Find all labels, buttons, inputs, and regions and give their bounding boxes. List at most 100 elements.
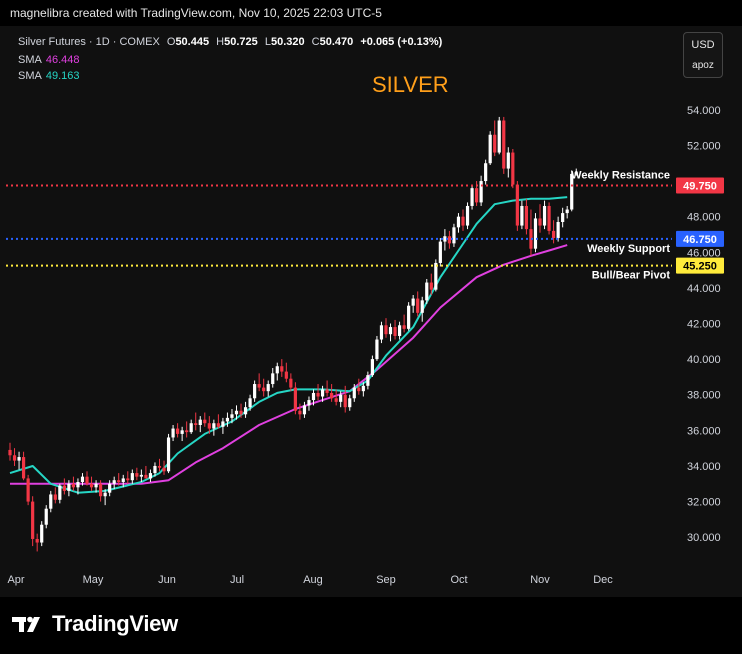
candle-body [35,538,39,543]
candle-body [271,373,275,385]
x-tick-label: Nov [530,574,550,586]
candle-body [121,478,125,482]
candle-body [461,216,465,226]
candle-body [416,298,420,313]
candle-body [135,473,139,477]
candle-body [316,392,320,397]
candle-body [234,410,239,415]
candle-body [520,205,524,226]
chart-panel[interactable]: 30.000 32.000 34.000 36.000 38.000 40.000 42.0… [0,26,742,597]
candle-body [203,419,207,424]
x-tick-label: Jul [230,574,244,586]
open-value: 50.445 [175,36,210,48]
candle-body [307,400,311,406]
attribution-text: magnelibra created with TradingView.com,… [10,6,382,20]
y-tick-label: 46.000 [687,247,721,259]
candle-body [85,476,89,484]
candle-body [334,398,338,402]
bull-bear-pivot-price-tag [676,257,724,274]
symbol-label: Silver Futures · 1D · COMEX [18,36,160,48]
candle-body [185,430,189,433]
footer-bar: TradingView [0,597,742,654]
candle-body [157,465,162,468]
y-tick-label: 38.000 [687,390,721,402]
candle-body [339,394,343,402]
candle-body [397,325,402,336]
currency-button[interactable]: USD apoz [683,32,723,78]
candle-body [139,474,143,477]
candle-body [533,218,538,249]
weekly-support-label: Weekly Support [587,243,670,255]
close-value: 50.470 [319,36,354,48]
ohlc-legend: Silver Futures · 1D · COMEX O50.445 H 50.… [18,36,442,48]
candle-body [284,371,288,379]
open-label: O [166,36,176,48]
candle-body [243,407,248,415]
candle-body [311,392,316,401]
candle-body [207,423,211,429]
x-tick-label: Oct [450,574,467,586]
y-tick-label: 36.000 [687,425,721,437]
candle-body [370,359,374,376]
candle-body [148,473,153,479]
candle-body [40,524,44,543]
candle-body [488,134,492,164]
weekly-resistance-label: Weekly Resistance [571,169,670,181]
candle-body [470,188,474,206]
candle-body [248,398,252,408]
candle-body [112,480,116,484]
price-chart[interactable]: 30.000 32.000 34.000 36.000 38.000 40.000 42.0… [0,26,742,597]
tradingview-logo[interactable]: TradingView [12,611,178,637]
candle-body [89,483,94,488]
candle-body [506,152,510,169]
candle-body [21,457,26,479]
candle-body [474,188,479,203]
low-label: L [264,36,271,48]
candle-body [556,221,560,239]
sma-fast-legend[interactable]: SMA 49.163 [18,70,80,82]
candle-body [357,387,361,392]
sma-fast-value: 49.163 [45,70,80,82]
candle-body [570,173,574,210]
bull-bear-pivot-label: Bull/Bear Pivot [592,270,671,282]
candle-body [257,384,261,388]
candle-body [44,508,48,525]
candle-body [289,378,293,388]
y-tick-label: 32.000 [687,497,721,509]
attribution-bar: magnelibra created with TradingView.com,… [0,0,742,26]
candle-body [12,455,17,461]
sma-fast-line [9,196,568,494]
candle-body [497,120,501,153]
candle-body [429,282,433,290]
candle-body [126,478,130,481]
candle-body [366,375,370,386]
weekly-resistance-price-tag [676,177,724,194]
y-tick-label: 34.000 [687,461,721,473]
candle-body [515,184,519,226]
candle-body [375,339,379,360]
candle-body [452,227,456,244]
candle-body [212,423,216,429]
candle-body [180,430,184,434]
candle-body [49,494,53,509]
weekly-support-price-value: 46.750 [683,234,717,246]
candle-body [302,405,307,415]
bull-bear-pivot-price-value: 45.250 [683,261,717,273]
candle-body [348,398,352,408]
candle-body [31,501,35,539]
weekly-resistance-price-value: 49.750 [683,180,717,192]
candle-body [225,417,230,422]
high-label: H [216,36,225,48]
candle-body [565,209,569,214]
candle-body [99,483,103,497]
candle-body [411,298,415,306]
candle-body [402,325,406,329]
candle-body [511,152,515,185]
candle-body [438,241,442,263]
x-tick-label: May [83,574,104,586]
candle-body [76,481,80,488]
sma-slow-legend[interactable]: SMA 46.448 [18,54,80,66]
x-tick-label: Apr [7,574,24,586]
candle-body [379,325,384,340]
currency-label: USD [691,39,715,51]
